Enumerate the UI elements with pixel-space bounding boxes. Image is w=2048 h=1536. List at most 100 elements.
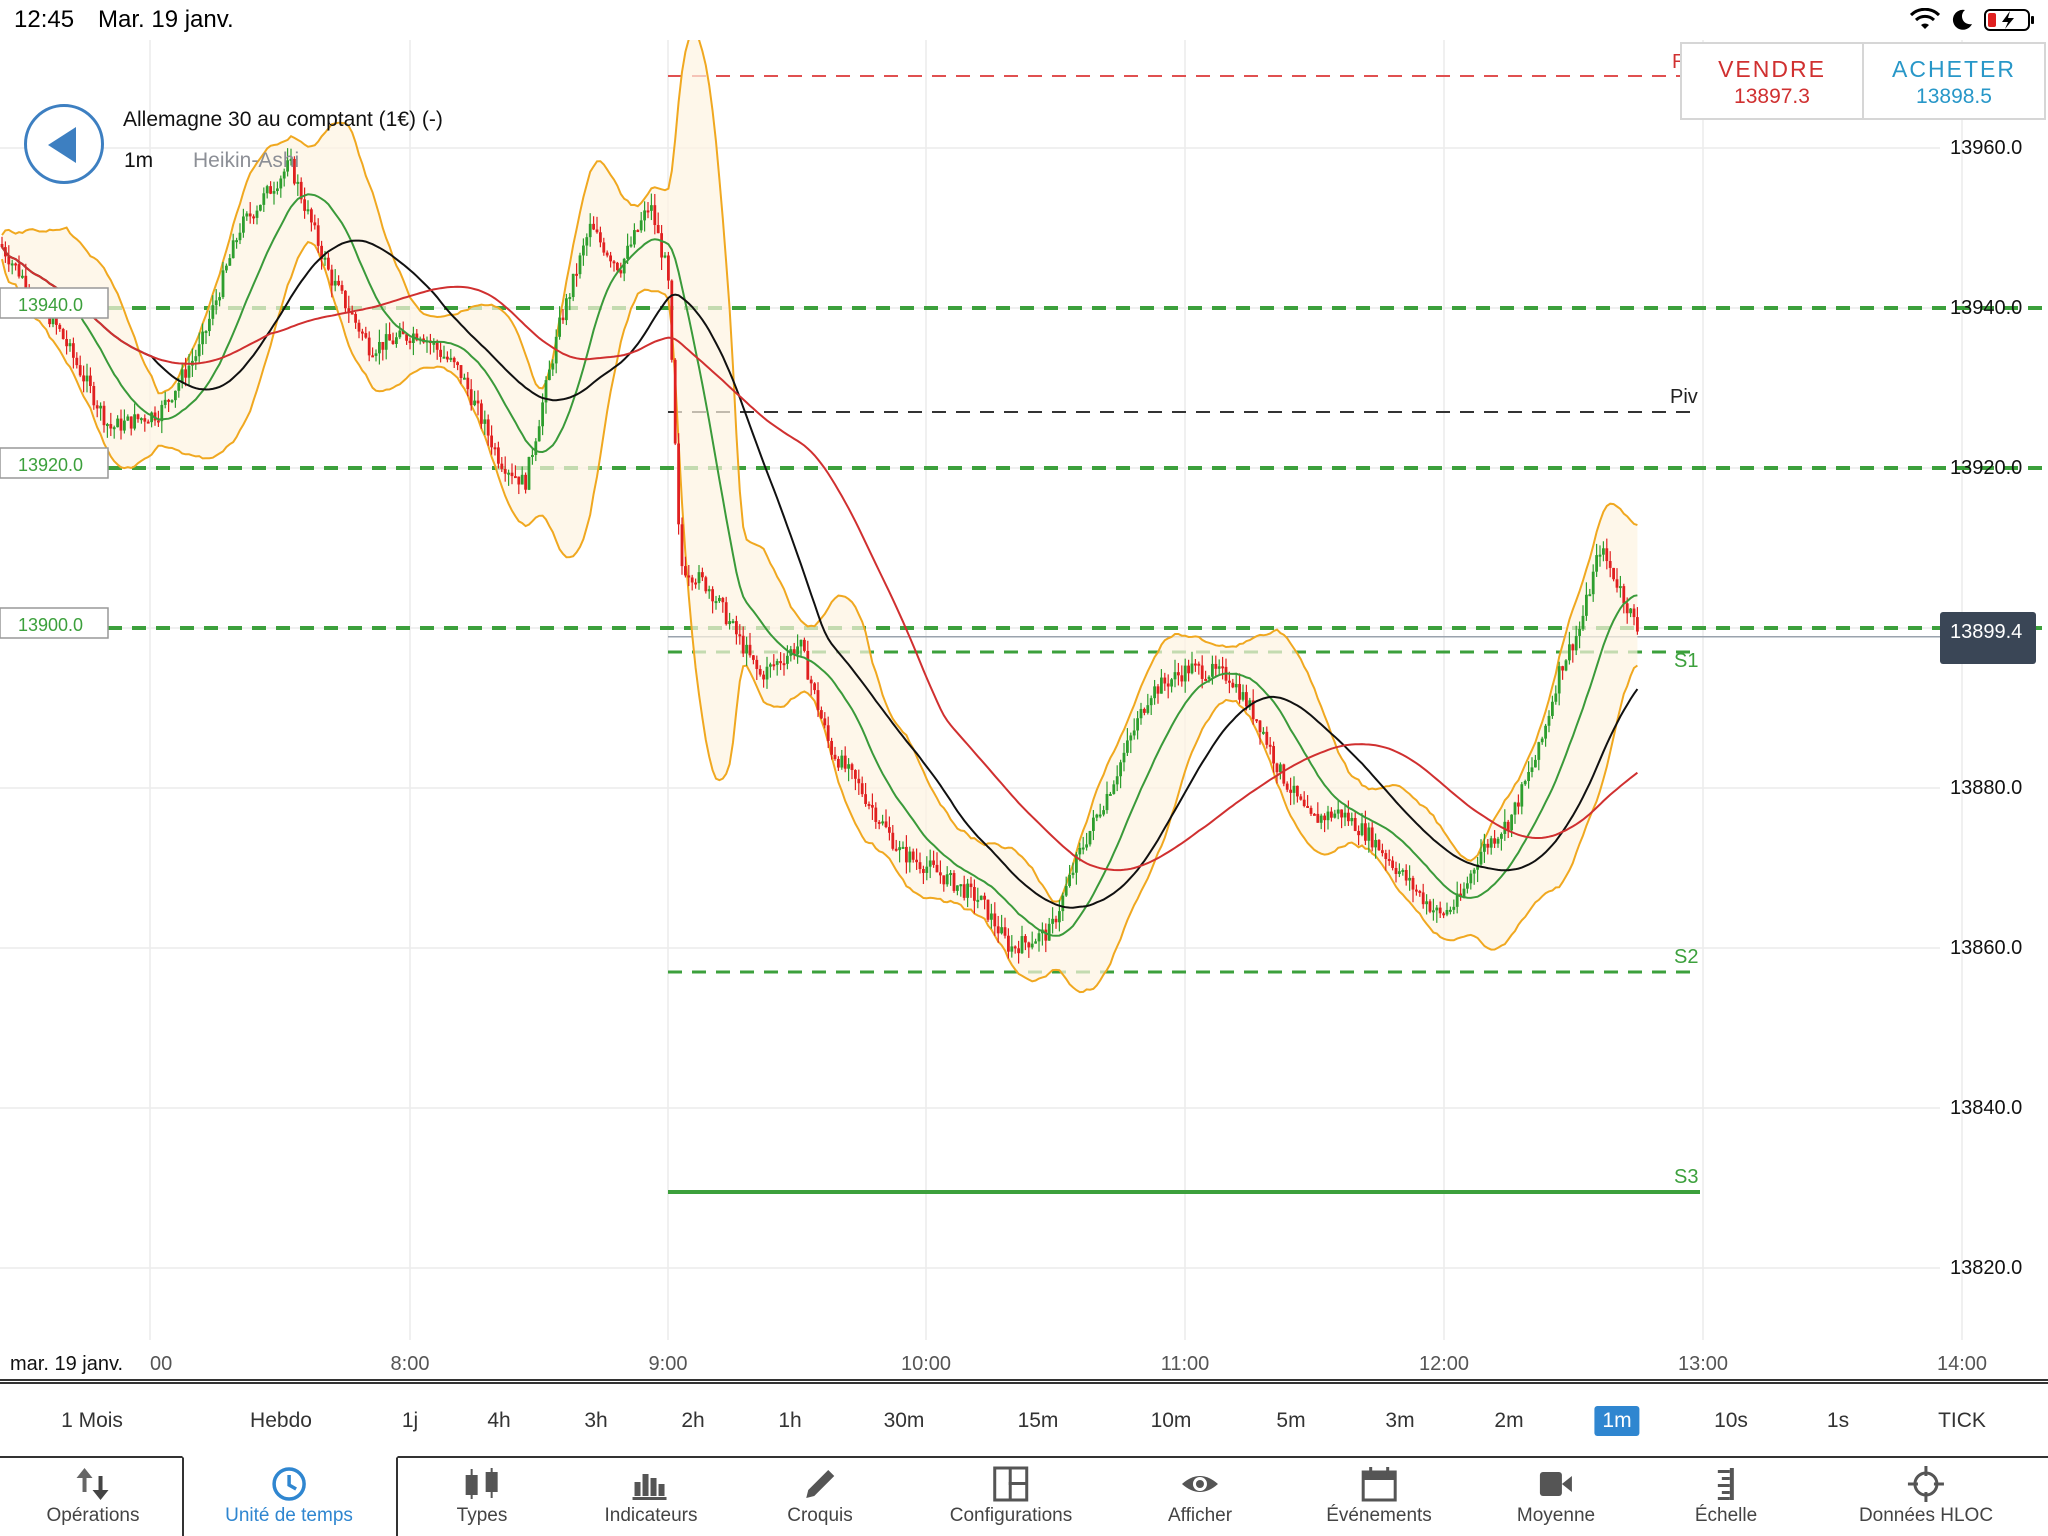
timeframe-5m[interactable]: 5m: [1276, 1409, 1306, 1432]
candle-body: [1105, 793, 1109, 811]
candle-body: [1251, 700, 1255, 720]
candle-body: [1299, 796, 1303, 800]
timeframe-3h[interactable]: 3h: [584, 1409, 608, 1432]
candle-body: [327, 257, 330, 270]
chart-area[interactable]: 13960.0 13940.0 13920.0 13880.0 13860.0 …: [0, 40, 2048, 1382]
candle-body: [786, 655, 789, 664]
candle-body: [1578, 628, 1581, 636]
candle-body: [1428, 901, 1432, 912]
timeframe-4h[interactable]: 4h: [487, 1409, 511, 1432]
candle-body: [565, 298, 568, 321]
pencil-icon: [805, 1470, 834, 1498]
timeframe-3m[interactable]: 3m: [1385, 1409, 1415, 1432]
timeframe-1d[interactable]: 1j: [401, 1409, 419, 1432]
bar-chart-icon: [632, 1474, 667, 1500]
back-button[interactable]: [24, 104, 104, 184]
candle-body: [633, 230, 636, 245]
status-time: 12:45: [14, 6, 75, 33]
candle-body: [1534, 759, 1537, 768]
candle-body: [864, 794, 867, 804]
candle-body: [582, 245, 585, 256]
candle-body: [1221, 666, 1224, 669]
candle-body: [337, 280, 340, 286]
y-tick-label: 13940.0: [1950, 297, 2022, 319]
timeframe-10s[interactable]: 10s: [1714, 1409, 1748, 1432]
candle-body: [1245, 692, 1248, 707]
types-button[interactable]: Types: [457, 1458, 507, 1536]
s3-label: S3: [1674, 1166, 1698, 1188]
timeframe-10m[interactable]: 10m: [1150, 1409, 1192, 1432]
tool-label: Afficher: [1167, 1505, 1233, 1526]
candle-body: [952, 873, 956, 891]
candle-body: [1615, 579, 1619, 588]
candle-body: [1166, 683, 1170, 687]
left-level-tag[interactable]: 13900.0: [0, 607, 109, 639]
indicators-button[interactable]: Indicateurs: [605, 1458, 697, 1536]
layouts-button[interactable]: Configurations: [949, 1458, 1073, 1536]
candle-body: [269, 186, 272, 194]
scale-button[interactable]: Échelle: [1695, 1458, 1757, 1536]
candle-body: [483, 419, 487, 424]
average-button[interactable]: Moyenne: [1517, 1458, 1595, 1536]
candle-body: [218, 297, 221, 301]
sell-button[interactable]: VENDRE 13897.3: [1682, 44, 1862, 118]
candle-body: [891, 832, 895, 849]
timeframe-15m[interactable]: 15m: [1017, 1409, 1059, 1432]
candle-body: [925, 866, 929, 873]
timeframe-tick[interactable]: TICK: [1938, 1409, 1986, 1432]
candle-body: [1316, 813, 1320, 823]
candle-body: [701, 572, 704, 578]
candle-body: [578, 255, 582, 275]
candle-body: [1557, 666, 1561, 694]
left-level-tag[interactable]: 13920.0: [0, 447, 109, 479]
candle-body: [1234, 683, 1238, 688]
candle-body: [225, 265, 228, 271]
s1-label: S1: [1674, 650, 1698, 672]
candle-body: [765, 666, 769, 680]
timeframe-1s[interactable]: 1s: [1826, 1409, 1850, 1432]
candle-body: [1217, 666, 1221, 669]
candle-body: [667, 255, 670, 281]
display-button[interactable]: Afficher: [1168, 1458, 1232, 1536]
timeframe-30m[interactable]: 30m: [883, 1409, 925, 1432]
tool-label: Configurations: [949, 1505, 1073, 1526]
candle-body: [1177, 672, 1180, 676]
hloc-data-button[interactable]: Données HLOC: [1859, 1458, 1993, 1536]
candle-body: [262, 193, 266, 205]
operations-button[interactable]: Opérations: [47, 1458, 139, 1536]
candle-body: [1347, 812, 1350, 822]
candle-body: [184, 369, 187, 378]
candle-body: [660, 233, 663, 258]
drawing-button[interactable]: Croquis: [787, 1458, 853, 1536]
candle-body: [626, 245, 629, 259]
timeframe-button[interactable]: Unité de temps: [225, 1458, 353, 1536]
candle-body: [252, 216, 255, 219]
candle-body: [174, 390, 177, 401]
candle-body: [1340, 809, 1343, 818]
candle-body: [102, 405, 106, 426]
timeframe-2h[interactable]: 2h: [681, 1409, 705, 1432]
timeframe-label: 1m: [124, 149, 154, 172]
candle-body: [1445, 909, 1449, 915]
events-button[interactable]: Événements: [1326, 1458, 1432, 1536]
instrument-title[interactable]: Allemagne 30 au comptant (1€) (-): [123, 108, 443, 131]
candle-body: [1636, 617, 1639, 632]
candle-body: [670, 280, 674, 360]
candle-body: [639, 220, 643, 231]
buy-button[interactable]: ACHETER 13898.5: [1862, 44, 2044, 118]
timeframe-1h[interactable]: 1h: [778, 1409, 802, 1432]
timeframe-2m[interactable]: 2m: [1494, 1409, 1524, 1432]
candle-body: [493, 447, 497, 450]
candle-body: [1064, 885, 1068, 896]
price-chart[interactable]: 13960.0 13940.0 13920.0 13880.0 13860.0 …: [0, 40, 2048, 1382]
timeframe-weekly[interactable]: Hebdo: [250, 1409, 312, 1432]
timeframe-1m[interactable]: 1m: [1594, 1406, 1640, 1436]
candle-body: [1078, 847, 1082, 855]
candle-body: [956, 885, 959, 891]
timeframe-1-month[interactable]: 1 Mois: [61, 1409, 123, 1432]
candle-body: [1003, 927, 1007, 936]
left-level-tag[interactable]: 13940.0: [0, 287, 109, 319]
candle-body: [1075, 854, 1078, 873]
candle-body: [1411, 877, 1415, 890]
candle-body: [1513, 802, 1517, 815]
